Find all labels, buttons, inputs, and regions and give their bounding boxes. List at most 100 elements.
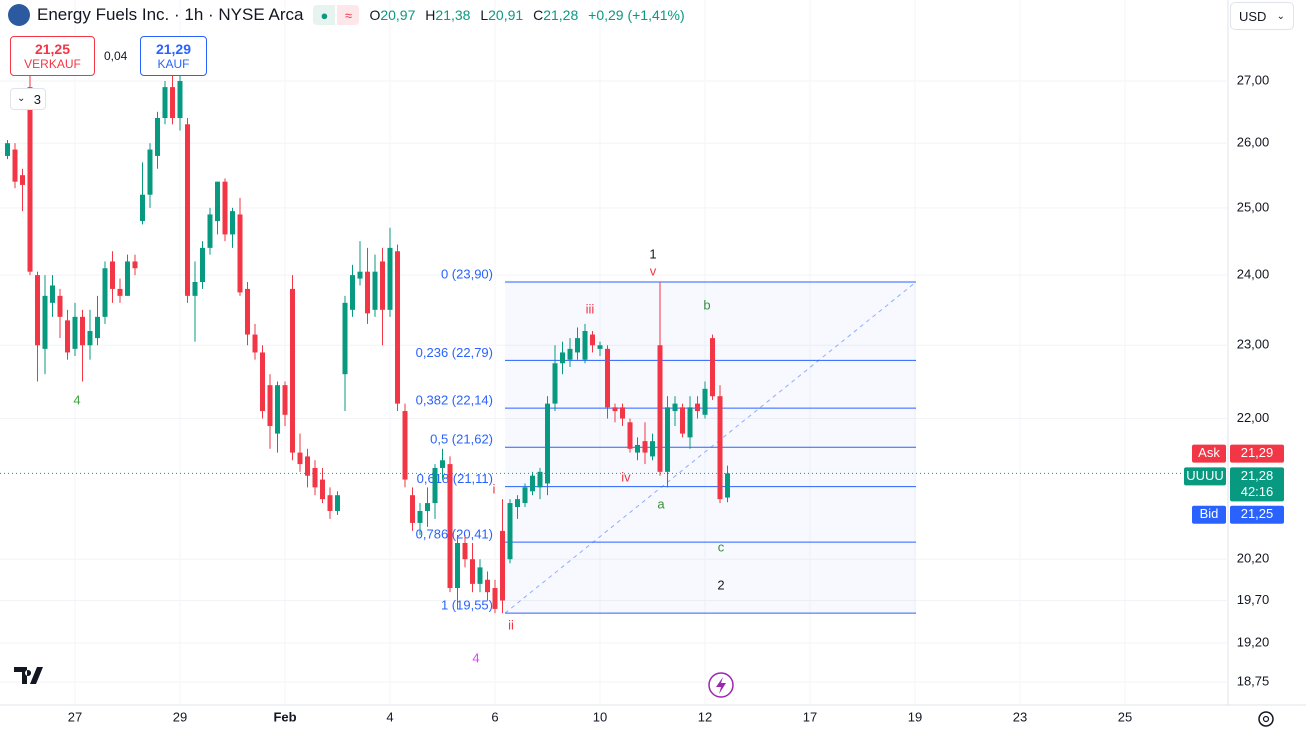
price-tag — [1230, 505, 1284, 524]
price-tag-name-bg — [1192, 505, 1226, 524]
x-tick-label: 27 — [68, 709, 82, 724]
candle-body — [185, 124, 191, 296]
ohlc-legend: O20,97 H21,38 L20,91 C21,28 +0,29 (+1,41… — [369, 7, 690, 23]
price-tag-countdown: 42:16 — [1241, 484, 1274, 499]
sell-price: 21,25 — [34, 41, 71, 57]
candle-body — [102, 268, 108, 317]
sell-button[interactable]: 21,25 VERKAUF — [10, 36, 95, 76]
status-pills: ● ≈ — [313, 5, 360, 25]
wave-label: iv — [621, 469, 631, 484]
candle-body — [312, 467, 318, 488]
candle-body — [200, 247, 206, 283]
header: Energy Fuels Inc. · 1h · NYSE Arca ● ≈ O2… — [8, 3, 691, 27]
legend-value: 21,38 — [435, 7, 471, 23]
candle-body — [620, 407, 626, 419]
candle-body — [500, 530, 506, 601]
price-tag-label: 21,25 — [1241, 506, 1274, 521]
candle-body — [260, 352, 266, 412]
price-tag-name-bg — [1192, 444, 1226, 463]
wave-label: 1 — [649, 246, 656, 261]
price-tag-name: Bid — [1200, 506, 1219, 521]
x-tick-label: 10 — [593, 709, 607, 724]
candle-body — [665, 407, 671, 472]
indicator-toggle-count[interactable]: ⌄ 3 — [10, 88, 46, 110]
y-tick-label: 23,00 — [1237, 337, 1270, 352]
candle-body — [597, 345, 603, 349]
candle-body — [177, 80, 183, 119]
indicator-toggle[interactable]: ≈ — [337, 5, 360, 25]
candle-body — [20, 175, 26, 185]
candle-body — [635, 444, 641, 453]
y-tick-label: 19,20 — [1237, 634, 1270, 649]
currency-select[interactable]: USD ⌄ — [1230, 2, 1294, 30]
x-tick-label: Feb — [273, 709, 296, 724]
wave-label: ii — [508, 617, 514, 632]
fib-label: 0,5 (21,62) — [430, 432, 493, 447]
candle-body — [470, 559, 476, 584]
candle-body — [590, 334, 596, 346]
fib-label: 0,236 (22,79) — [416, 345, 493, 360]
candle-body — [305, 456, 311, 476]
candle-body — [192, 282, 198, 296]
candle-body — [717, 396, 723, 500]
legend-key: O — [369, 7, 381, 23]
wave-label: v — [650, 263, 657, 278]
candle-body — [237, 214, 243, 293]
candle-body — [402, 411, 408, 480]
legend-key: C — [533, 7, 544, 23]
wave-label: 4 — [73, 392, 80, 407]
candle-body — [477, 567, 483, 584]
candle-body — [207, 214, 213, 248]
candle-body — [485, 579, 491, 593]
candle-body — [612, 407, 618, 412]
price-tag-name-bg — [1184, 467, 1226, 486]
candle-body — [642, 441, 648, 453]
candle-body — [140, 194, 146, 222]
candle-body — [440, 460, 446, 468]
settings-icon-hub — [1262, 715, 1270, 723]
settings-icon[interactable] — [1258, 711, 1274, 727]
legend-value: 20,97 — [380, 7, 416, 23]
chart-title: Energy Fuels Inc. · 1h · NYSE Arca — [37, 5, 304, 24]
y-tick-label: 22,00 — [1237, 410, 1270, 425]
candle-body — [110, 261, 116, 289]
candle-body — [507, 503, 513, 560]
candle-body — [492, 588, 498, 609]
candle-body — [50, 285, 56, 303]
price-tag-name: UUUU — [1186, 468, 1224, 483]
candle-body — [725, 473, 731, 498]
candle-body — [5, 143, 11, 156]
candle-body — [125, 261, 131, 296]
buy-button[interactable]: 21,29 KAUF — [140, 36, 207, 76]
legend-change: +0,29 (+1,41%) — [588, 7, 685, 23]
price-tag — [1230, 467, 1284, 502]
indicator-count: 3 — [33, 92, 41, 107]
x-tick-label: 23 — [1013, 709, 1027, 724]
candle-body — [342, 302, 348, 375]
candle-body — [275, 385, 281, 434]
x-tick-label: 6 — [491, 709, 498, 724]
candle-body — [170, 87, 176, 119]
wave-label: 2 — [717, 577, 724, 592]
candle-body — [462, 542, 468, 560]
candle-body — [12, 149, 18, 182]
candle-body — [290, 288, 296, 453]
candle-body — [432, 467, 438, 504]
candle-body — [65, 320, 71, 353]
y-tick-label: 25,00 — [1237, 199, 1270, 214]
candle-body — [455, 542, 461, 589]
sell-label: VERKAUF — [24, 57, 81, 71]
candle-body — [545, 403, 551, 484]
candle-body — [672, 403, 678, 412]
market-status[interactable]: ● — [313, 5, 336, 25]
logo — [8, 4, 30, 26]
candle-body — [27, 87, 33, 272]
candle-body — [222, 181, 228, 235]
y-tick-label: 27,00 — [1237, 72, 1270, 87]
buy-price: 21,29 — [155, 41, 192, 57]
x-tick-label: 19 — [908, 709, 922, 724]
x-tick-label: 12 — [698, 709, 712, 724]
wave-label: a — [657, 496, 665, 511]
candle-body — [350, 275, 356, 310]
event-icon-bolt — [716, 677, 726, 694]
